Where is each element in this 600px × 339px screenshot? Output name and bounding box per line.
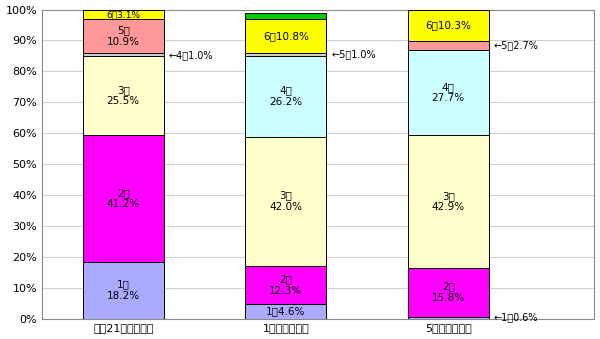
Text: ←1級0.6%: ←1級0.6% (494, 313, 538, 323)
Bar (83, 56, 164, 135)
Text: 2級
12.3%: 2級 12.3% (269, 275, 302, 296)
Bar (245, 56, 326, 137)
Bar (245, 266, 326, 304)
Bar (407, 50, 489, 135)
Text: 6級10.3%: 6級10.3% (425, 20, 471, 31)
Text: 1級4.6%: 1級4.6% (266, 306, 305, 317)
Text: ←5級2.7%: ←5級2.7% (494, 41, 539, 51)
Bar (83, 10, 164, 19)
Bar (407, 317, 489, 319)
Bar (83, 135, 164, 262)
Bar (83, 53, 164, 56)
Bar (407, 41, 489, 50)
Text: 5級
10.9%: 5級 10.9% (107, 25, 140, 47)
Text: 2級
41.2%: 2級 41.2% (107, 188, 140, 210)
Text: ←4級1.0%: ←4級1.0% (169, 50, 213, 60)
Text: 4級
27.7%: 4級 27.7% (431, 82, 465, 103)
Bar (83, 262, 164, 319)
Text: 3級
42.0%: 3級 42.0% (269, 191, 302, 212)
Bar (245, 53, 326, 56)
Text: 3級
25.5%: 3級 25.5% (107, 85, 140, 106)
Text: 6級3.1%: 6級3.1% (106, 10, 140, 19)
Bar (245, 304, 326, 319)
Text: 3級
42.9%: 3級 42.9% (431, 191, 465, 213)
Text: 1級
18.2%: 1級 18.2% (107, 280, 140, 301)
Bar (245, 13, 326, 19)
Bar (245, 19, 326, 53)
Text: ←5級1.0%: ←5級1.0% (331, 49, 376, 59)
Text: 6級10.8%: 6級10.8% (263, 31, 308, 41)
Bar (83, 19, 164, 53)
Text: 4級
26.2%: 4級 26.2% (269, 85, 302, 107)
Bar (407, 135, 489, 268)
Bar (407, 9, 489, 41)
Bar (245, 137, 326, 266)
Bar (407, 268, 489, 317)
Text: 2級
15.8%: 2級 15.8% (431, 281, 465, 303)
